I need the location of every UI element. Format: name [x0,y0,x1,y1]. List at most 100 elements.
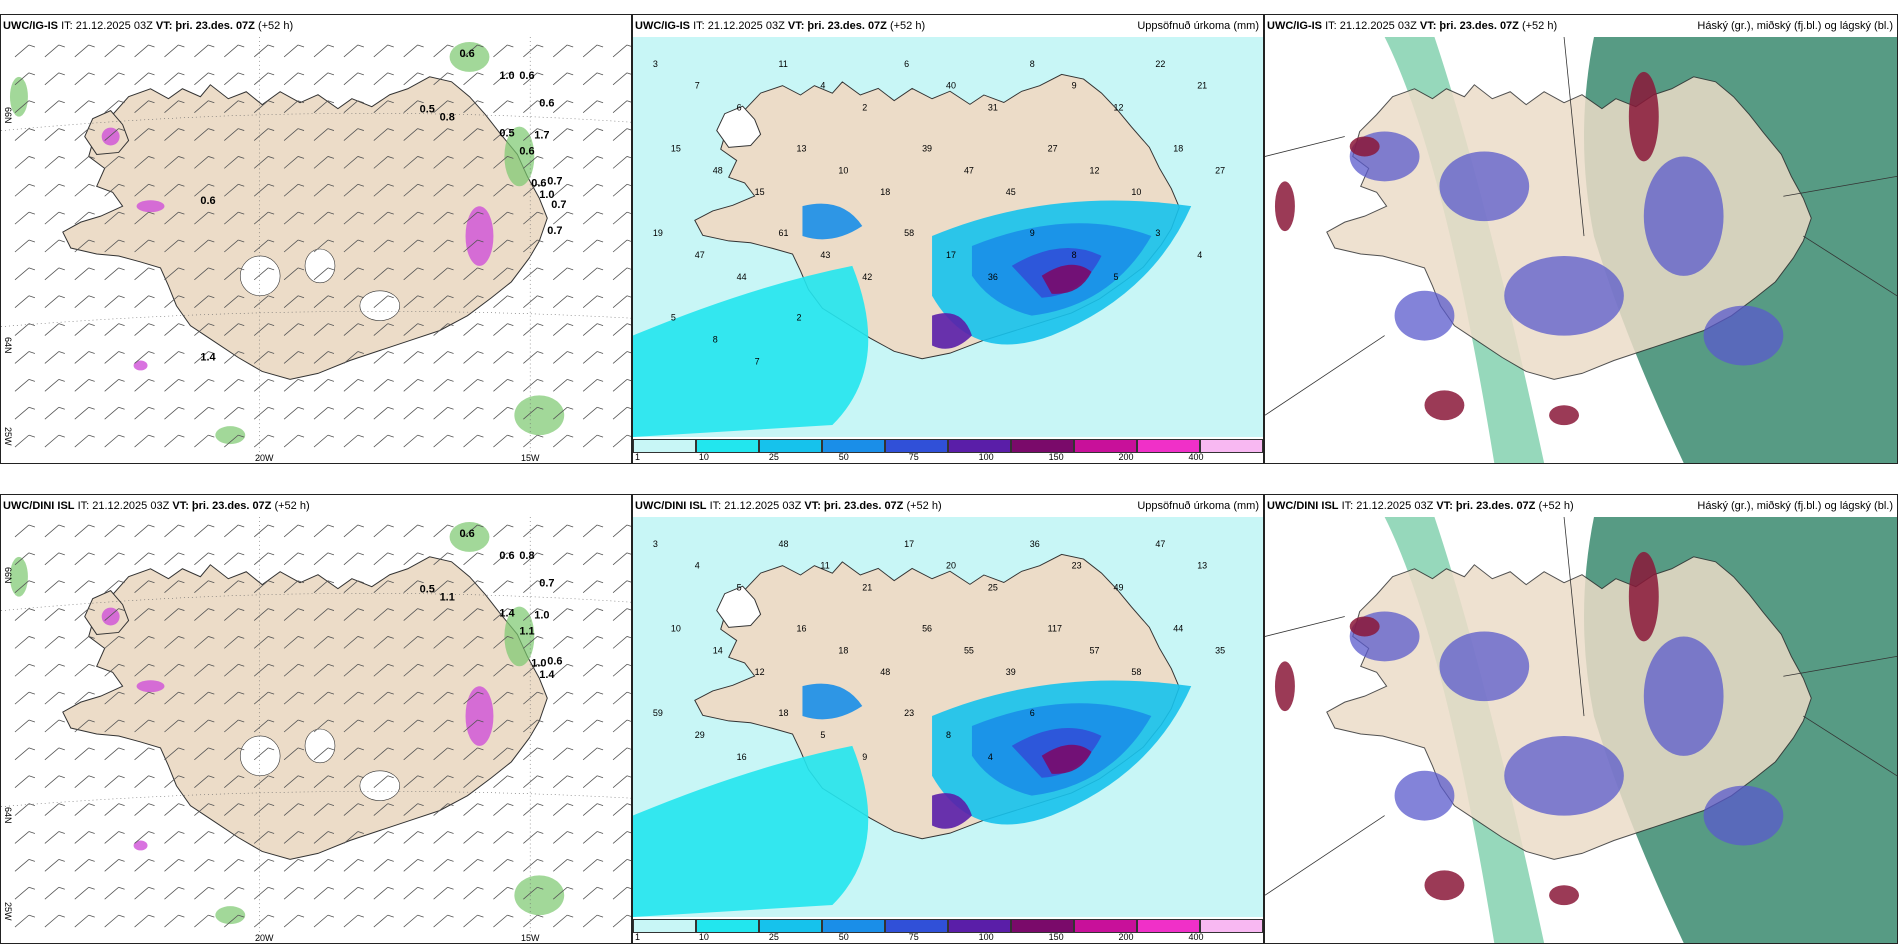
colorbar-label: 1 [635,452,641,462]
precip-value-label: 19 [653,228,663,238]
cloud-map [1265,37,1897,463]
precip-value-label: 35 [1215,645,1225,655]
panel-cloud-igis[interactable]: UWC/IG-IS IT: 21.12.2025 03Z VT: þri. 23… [1264,14,1898,464]
precip-value-label: 8 [1072,250,1077,260]
panel-precip-dini[interactable]: UWC/DINI ISL IT: 21.12.2025 03Z VT: þri.… [632,494,1264,944]
precip-value-label: 55 [964,645,974,655]
lat-label: 25W [3,427,13,446]
precip-value-label: 12 [1113,103,1123,113]
precip-value-label: 9 [1030,228,1035,238]
colorbar-swatch [696,439,759,453]
precip-value-label: 8 [1030,59,1035,69]
precip-value-label: 10 [838,165,848,175]
precip-value-label: 2 [862,103,867,113]
precip-value-label: 13 [1197,561,1207,571]
colorbar-label: 150 [1048,452,1064,462]
precip-value-label: 31 [988,103,998,113]
lat-label: 64N [3,337,13,354]
colorbar-swatch [759,439,822,453]
precip-value-label: 5 [737,583,742,593]
precip-value-label: 17 [904,539,914,549]
colorbar-swatch [1137,439,1200,453]
panel-precip-igis[interactable]: UWC/IG-IS IT: 21.12.2025 03Z VT: þri. 23… [632,14,1264,464]
precip-value-label: 47 [1155,539,1165,549]
precip-value-label: 12 [1090,165,1100,175]
wind-value-label: 0.7 [551,199,566,211]
wind-value-label: 1.1 [440,592,455,604]
wind-value-label: 1.4 [200,351,216,363]
map-canvas: 0.60.6 0.80.70.51.11.4 1.01.10.61.01.4 [1,517,631,943]
wind-value-label: 1.1 [519,625,534,637]
precip-value-label: 12 [755,667,765,677]
precip-value-label: 36 [1030,539,1040,549]
colorbar-label: 150 [1048,932,1064,942]
precip-value-label: 3 [653,539,658,549]
precip-value-label: 25 [988,583,998,593]
wind-value-label: 1.0 [534,610,549,622]
wind-map: 0.6 1.0 0.6 0.6 0.5 0.8 0.5 1.7 0.6 0.7 0.6 1.0 0.7 0… [1,37,631,463]
map-canvas: 3761142640318912222115481513101839474527… [633,37,1263,437]
precip-value-label: 10 [671,623,681,633]
precip-value-label: 5 [671,313,676,323]
lat-label: 66N [3,567,13,584]
wind-value-label: 0.6 [460,48,475,60]
precip-value-label: 2 [796,313,801,323]
field-label: Háský (gr.), miðský (fj.bl.) og lágský (… [1697,500,1893,512]
wind-value-label: 1.0 [531,657,546,669]
colorbar-label: 200 [1118,932,1134,942]
wind-value-label: 0.5 [420,104,435,116]
lon-label: 15W [521,453,540,463]
colorbar-swatch [1011,919,1074,933]
precip-value-label: 7 [695,81,700,91]
precip-value-label: 47 [695,250,705,260]
wind-map: 0.6 0.6 0.8 0.7 0.5 1.1 1.4 1.0 1.1 0.6 1.0 1.4 20W… [1,517,631,943]
colorbar: 1 10 25 50 75 100 150 200 400 [633,917,1263,943]
lon-label: 20W [255,933,274,943]
field-label: Uppsöfnuð úrkoma (mm) [1137,500,1259,512]
field-label: Háský (gr.), miðský (fj.bl.) og lágský (… [1697,20,1893,32]
precip-value-label: 27 [1215,165,1225,175]
wind-value-label: 0.6 [519,145,534,157]
colorbar-swatch [1200,919,1263,933]
cloud-map [1265,517,1897,943]
colorbar-swatch [885,439,948,453]
precip-value-label: 8 [946,730,951,740]
panel-wind-dini[interactable]: UWC/DINI ISL IT: 21.12.2025 03Z VT: þri.… [0,494,632,944]
precip-value-label: 16 [796,623,806,633]
colorbar-label: 75 [908,932,919,942]
precip-value-label: 4 [1197,250,1202,260]
precip-value-label: 29 [695,730,705,740]
colorbar-swatch [1200,439,1263,453]
precip-value-label: 6 [1030,708,1035,718]
precip-value-label: 44 [1173,623,1183,633]
wind-value-label: 0.6 [460,528,475,540]
precip-value-label: 15 [755,187,765,197]
colorbar-swatch [633,919,696,933]
wind-value-label: 0.6 [519,70,534,82]
colorbar-label: 1 [635,932,641,942]
map-canvas [1265,37,1897,463]
precip-value-label: 43 [820,250,830,260]
wind-value-label: 0.6 [531,177,546,189]
colorbar-label: 50 [838,452,849,462]
precip-value-label: 23 [904,708,914,718]
precip-value-label: 4 [820,81,825,91]
panel-cloud-dini[interactable]: UWC/DINI ISL IT: 21.12.2025 03Z VT: þri.… [1264,494,1898,944]
precip-value-label: 11 [779,59,788,69]
precip-value-label: 48 [713,165,723,175]
panel-title: UWC/DINI ISL IT: 21.12.2025 03Z VT: þri.… [1,495,631,517]
precip-value-label: 18 [779,708,789,718]
wind-value-label: 1.7 [534,130,549,142]
lon-label: 20W [255,453,274,463]
colorbar-label: 25 [768,452,779,462]
precip-value-label: 23 [1072,561,1082,571]
panel-wind-igis[interactable]: UWC/IG-IS IT: 21.12.2025 03Z VT: þri. 23… [0,14,632,464]
lat-label: 64N [3,807,13,824]
precip-value-label: 36 [988,272,998,282]
precip-value-label: 6 [737,103,742,113]
colorbar-swatch [885,919,948,933]
colorbar-swatch [1011,439,1074,453]
precip-value-label: 56 [922,623,932,633]
wind-value-label: 0.7 [539,578,554,590]
precip-value-label: 21 [1197,81,1207,91]
